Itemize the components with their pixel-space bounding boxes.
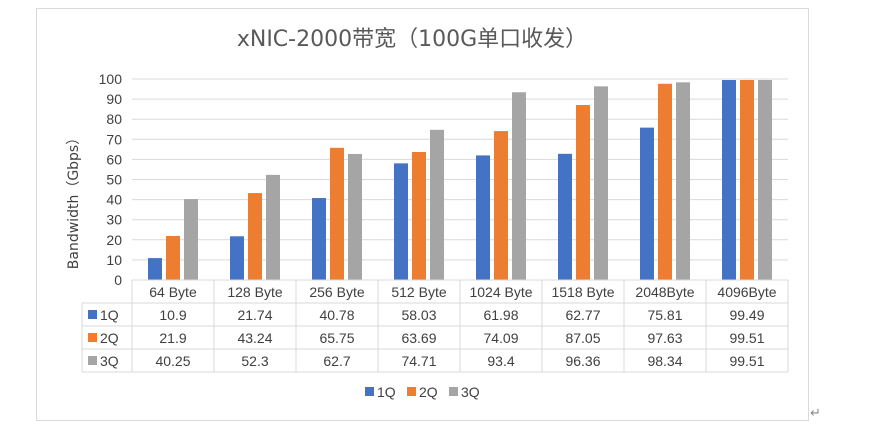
data-label: 58.03: [401, 307, 436, 323]
paragraph-return-mark: ↵: [810, 406, 821, 421]
data-table: 64 Byte 128 Byte 256 Byte 512 Byte 1024 Byte…: [81, 279, 789, 373]
y-tick-label: 70: [106, 131, 122, 147]
y-tick-label: 20: [106, 232, 122, 248]
data-label: 75.81: [647, 307, 682, 323]
bar-1q-8: [722, 80, 736, 280]
y-tick-label: 50: [106, 172, 122, 188]
bar-3q-8: [758, 79, 772, 281]
bar-2q-3: [330, 147, 344, 280]
table-row-label: 2Q: [100, 330, 119, 346]
data-label: 52.3: [241, 353, 268, 369]
legend-key-3q: [88, 356, 97, 365]
chart-title: xNIC-2000带宽（100G单口收发）: [237, 27, 587, 52]
data-label: 40.25: [155, 353, 190, 369]
y-tick-label: 0: [114, 272, 122, 288]
data-label: 43.24: [237, 330, 272, 346]
y-tick-label: 30: [106, 212, 122, 228]
legend-label: 1Q: [377, 384, 396, 400]
y-tick-label: 60: [106, 151, 122, 167]
bar-3q-6: [594, 86, 608, 280]
bar-1q-6: [558, 153, 572, 280]
data-label: 21.74: [237, 307, 272, 323]
data-label: 40.78: [319, 307, 354, 323]
data-label: 63.69: [401, 330, 436, 346]
y-tick-label: 10: [106, 252, 122, 268]
bar-2q-6: [576, 105, 590, 280]
data-label: 99.51: [729, 353, 764, 369]
category-label: 4096Byte: [717, 284, 776, 300]
bar-2q-7: [658, 83, 672, 280]
data-label: 99.49: [729, 307, 764, 323]
data-label: 62.7: [323, 353, 350, 369]
y-axis-label: Bandwidth（Gbps）: [66, 131, 82, 269]
category-label: 2048Byte: [635, 284, 694, 300]
y-tick-label: 40: [106, 192, 122, 208]
table-row-label: 3Q: [100, 353, 119, 369]
bar-1q-4: [394, 163, 408, 280]
legend-swatch-3q: [449, 387, 458, 396]
bar-3q-5: [512, 92, 526, 281]
category-label: 1518 Byte: [551, 284, 614, 300]
bar-3q-7: [676, 82, 690, 280]
bar-3q-2: [266, 174, 280, 280]
bar-2q-8: [740, 79, 754, 281]
bars: [148, 79, 772, 281]
data-label: 61.98: [483, 307, 518, 323]
bar-1q-2: [230, 236, 244, 280]
data-label: 99.51: [729, 330, 764, 346]
bar-2q-4: [412, 151, 426, 280]
y-tick-label: 100: [99, 71, 123, 87]
data-label: 21.9: [159, 330, 186, 346]
table-row-label: 1Q: [100, 307, 119, 323]
data-label: 74.09: [483, 330, 518, 346]
bar-1q-1: [148, 258, 162, 280]
legend-label: 2Q: [419, 384, 438, 400]
category-label: 512 Byte: [391, 284, 446, 300]
legend: 1Q 2Q 3Q: [365, 384, 480, 400]
legend-label: 3Q: [461, 384, 480, 400]
data-label: 97.63: [647, 330, 682, 346]
bar-1q-3: [312, 198, 326, 280]
bar-3q-3: [348, 153, 362, 280]
bar-2q-5: [494, 131, 508, 280]
bar-1q-5: [476, 155, 490, 280]
legend-swatch-2q: [407, 387, 416, 396]
legend-key-2q: [88, 333, 97, 342]
category-label: 64 Byte: [149, 284, 197, 300]
data-label: 96.36: [565, 353, 600, 369]
bar-1q-7: [640, 127, 654, 280]
y-tick-label: 80: [106, 111, 122, 127]
y-axis-ticks: 0 10 20 30 40 50 60 70 80 90 100: [99, 71, 123, 288]
category-label: 256 Byte: [309, 284, 364, 300]
data-label: 98.34: [647, 353, 682, 369]
legend-key-1q: [88, 310, 97, 319]
data-label: 74.71: [401, 353, 436, 369]
data-label: 87.05: [565, 330, 600, 346]
category-label: 128 Byte: [227, 284, 282, 300]
y-tick-label: 90: [106, 91, 122, 107]
bar-2q-1: [166, 235, 180, 280]
category-label: 1024 Byte: [469, 284, 532, 300]
bar-2q-2: [248, 193, 262, 280]
bar-3q-1: [184, 199, 198, 280]
data-label: 62.77: [565, 307, 600, 323]
legend-swatch-1q: [365, 387, 374, 396]
data-label: 93.4: [487, 353, 514, 369]
data-label: 10.9: [159, 307, 186, 323]
bar-3q-4: [430, 129, 444, 280]
data-label: 65.75: [319, 330, 354, 346]
